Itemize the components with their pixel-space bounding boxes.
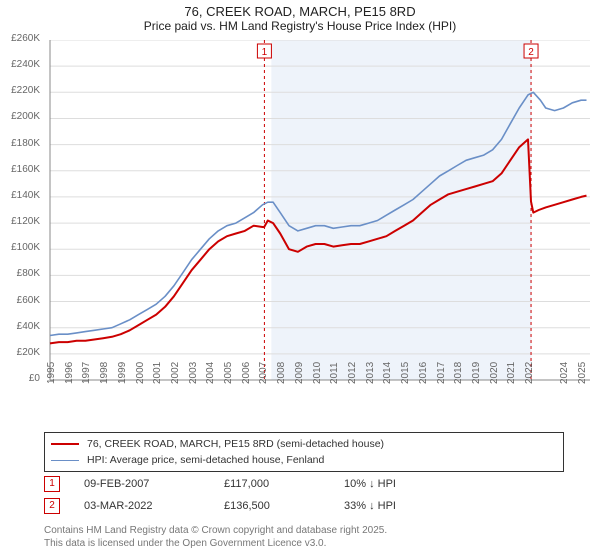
x-tick-label: 2015	[400, 362, 411, 384]
y-tick-label: £160K	[0, 164, 40, 175]
y-tick-label: £220K	[0, 85, 40, 96]
title-subtitle: Price paid vs. HM Land Registry's House …	[0, 19, 600, 33]
sale-row-1: 1 09-FEB-2007 £117,000 10% ↓ HPI	[44, 476, 396, 492]
legend-swatch-hpi	[51, 460, 79, 461]
sale-row-2: 2 03-MAR-2022 £136,500 33% ↓ HPI	[44, 498, 396, 514]
x-tick-label: 2022	[524, 362, 535, 384]
title-address: 76, CREEK ROAD, MARCH, PE15 8RD	[0, 4, 600, 19]
x-tick-label: 2013	[365, 362, 376, 384]
y-tick-label: £0	[0, 373, 40, 384]
title-block: 76, CREEK ROAD, MARCH, PE15 8RD Price pa…	[0, 0, 600, 33]
x-tick-label: 2007	[258, 362, 269, 384]
x-tick-label: 2010	[312, 362, 323, 384]
x-tick-label: 1995	[46, 362, 57, 384]
legend-label-price: 76, CREEK ROAD, MARCH, PE15 8RD (semi-de…	[87, 438, 384, 450]
sale-date-2: 03-MAR-2022	[84, 500, 224, 512]
svg-text:1: 1	[262, 47, 268, 58]
x-tick-label: 2017	[436, 362, 447, 384]
x-tick-label: 2014	[382, 362, 393, 384]
x-tick-label: 1997	[81, 362, 92, 384]
x-tick-label: 2025	[577, 362, 588, 384]
y-tick-label: £80K	[0, 268, 40, 279]
y-tick-label: £240K	[0, 59, 40, 70]
sale-diff-2: 33% ↓ HPI	[344, 500, 396, 512]
x-tick-label: 2002	[170, 362, 181, 384]
x-tick-label: 2021	[506, 362, 517, 384]
x-tick-label: 2003	[188, 362, 199, 384]
y-tick-label: £180K	[0, 138, 40, 149]
x-tick-label: 2016	[418, 362, 429, 384]
y-tick-label: £260K	[0, 33, 40, 44]
chart-container: 76, CREEK ROAD, MARCH, PE15 8RD Price pa…	[0, 0, 600, 560]
x-tick-label: 2005	[223, 362, 234, 384]
y-tick-label: £120K	[0, 216, 40, 227]
x-tick-label: 2004	[205, 362, 216, 384]
x-tick-label: 2006	[241, 362, 252, 384]
x-tick-label: 1999	[117, 362, 128, 384]
sale-price-2: £136,500	[224, 500, 344, 512]
x-tick-label: 2019	[471, 362, 482, 384]
footer-line2: This data is licensed under the Open Gov…	[44, 537, 387, 550]
x-tick-label: 2000	[135, 362, 146, 384]
legend-swatch-price	[51, 443, 79, 445]
sale-marker-2: 2	[44, 498, 60, 514]
x-tick-label: 2020	[489, 362, 500, 384]
y-tick-label: £200K	[0, 111, 40, 122]
x-tick-label: 1996	[64, 362, 75, 384]
x-tick-label: 1998	[99, 362, 110, 384]
sale-marker-1: 1	[44, 476, 60, 492]
legend-box: 76, CREEK ROAD, MARCH, PE15 8RD (semi-de…	[44, 432, 564, 472]
chart-area: 12 £0£20K£40K£60K£80K£100K£120K£140K£160…	[44, 40, 590, 400]
svg-text:2: 2	[528, 47, 534, 58]
x-tick-label: 2011	[329, 362, 340, 384]
sale-price-1: £117,000	[224, 478, 344, 490]
footer: Contains HM Land Registry data © Crown c…	[44, 524, 387, 550]
x-tick-label: 2012	[347, 362, 358, 384]
y-tick-label: £60K	[0, 295, 40, 306]
footer-line1: Contains HM Land Registry data © Crown c…	[44, 524, 387, 537]
y-tick-label: £40K	[0, 321, 40, 332]
legend-label-hpi: HPI: Average price, semi-detached house,…	[87, 454, 324, 466]
sale-date-1: 09-FEB-2007	[84, 478, 224, 490]
x-tick-label: 2009	[294, 362, 305, 384]
x-tick-label: 2001	[152, 362, 163, 384]
y-tick-label: £140K	[0, 190, 40, 201]
y-tick-label: £100K	[0, 242, 40, 253]
x-tick-label: 2024	[559, 362, 570, 384]
sale-diff-1: 10% ↓ HPI	[344, 478, 396, 490]
legend-row: 76, CREEK ROAD, MARCH, PE15 8RD (semi-de…	[51, 436, 557, 452]
y-tick-label: £20K	[0, 347, 40, 358]
chart-svg: 12	[44, 40, 590, 400]
x-tick-label: 2008	[276, 362, 287, 384]
x-tick-label: 2018	[453, 362, 464, 384]
legend-row: HPI: Average price, semi-detached house,…	[51, 452, 557, 468]
